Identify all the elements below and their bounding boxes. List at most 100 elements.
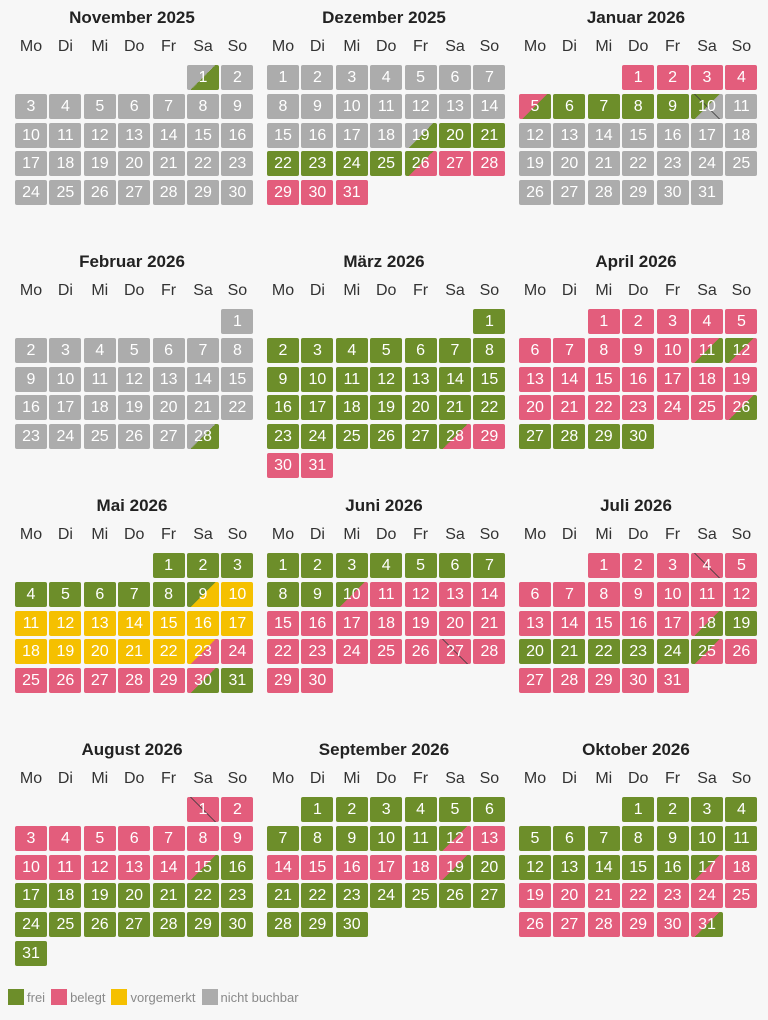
calendar-day[interactable]: 14 [473, 581, 506, 607]
calendar-day[interactable]: 21 [587, 151, 620, 177]
calendar-day[interactable]: 10 [301, 366, 334, 392]
calendar-day[interactable]: 24 [656, 639, 689, 665]
calendar-day[interactable]: 24 [15, 912, 47, 938]
calendar-day[interactable]: 21 [473, 610, 506, 636]
calendar-day[interactable]: 4 [691, 309, 723, 334]
calendar-day[interactable]: 28 [152, 912, 185, 938]
calendar-day[interactable]: 17 [370, 854, 403, 880]
calendar-day[interactable]: 23 [335, 883, 368, 909]
calendar-day[interactable]: 8 [221, 337, 254, 363]
calendar-day[interactable]: 12 [725, 337, 758, 363]
calendar-day[interactable]: 16 [187, 610, 219, 636]
calendar-day[interactable]: 15 [622, 122, 655, 148]
calendar-day[interactable]: 7 [587, 825, 620, 851]
calendar-day[interactable]: 11 [335, 366, 368, 392]
calendar-day[interactable]: 20 [118, 883, 151, 909]
calendar-day[interactable]: 29 [267, 180, 299, 206]
calendar-day[interactable]: 11 [370, 93, 403, 119]
calendar-day[interactable]: 25 [691, 639, 723, 665]
calendar-day[interactable]: 3 [656, 553, 689, 578]
calendar-day[interactable]: 14 [118, 610, 151, 636]
calendar-day[interactable]: 14 [553, 610, 586, 636]
calendar-day[interactable]: 16 [301, 610, 334, 636]
calendar-day[interactable]: 14 [587, 122, 620, 148]
calendar-day[interactable]: 25 [49, 180, 82, 206]
calendar-day[interactable]: 29 [622, 912, 655, 938]
calendar-day[interactable]: 7 [439, 337, 471, 363]
calendar-day[interactable]: 1 [267, 65, 299, 90]
calendar-day[interactable]: 24 [335, 151, 368, 177]
calendar-day[interactable]: 22 [622, 883, 655, 909]
calendar-day[interactable]: 25 [335, 424, 368, 450]
calendar-day[interactable]: 1 [267, 553, 299, 578]
calendar-day[interactable]: 22 [187, 883, 219, 909]
calendar-day[interactable]: 19 [83, 151, 116, 177]
calendar-day[interactable]: 5 [519, 93, 551, 119]
calendar-day[interactable]: 27 [118, 912, 151, 938]
calendar-day[interactable]: 25 [370, 639, 403, 665]
calendar-day[interactable]: 6 [439, 65, 471, 90]
calendar-day[interactable]: 30 [301, 180, 334, 206]
calendar-day[interactable]: 24 [370, 883, 403, 909]
calendar-day[interactable]: 31 [656, 668, 689, 694]
calendar-day[interactable]: 10 [15, 854, 47, 880]
calendar-day[interactable]: 8 [587, 337, 620, 363]
calendar-day[interactable]: 21 [187, 395, 219, 421]
calendar-day[interactable]: 16 [622, 610, 655, 636]
calendar-day[interactable]: 13 [553, 122, 586, 148]
calendar-day[interactable]: 23 [187, 639, 219, 665]
calendar-day[interactable]: 1 [587, 553, 620, 578]
calendar-day[interactable]: 23 [15, 424, 47, 450]
calendar-day[interactable]: 23 [656, 151, 689, 177]
calendar-day[interactable]: 26 [725, 395, 758, 421]
calendar-day[interactable]: 4 [725, 65, 758, 90]
calendar-day[interactable]: 25 [725, 151, 758, 177]
calendar-day[interactable]: 30 [221, 912, 254, 938]
calendar-day[interactable]: 29 [587, 424, 620, 450]
calendar-day[interactable]: 16 [622, 366, 655, 392]
calendar-day[interactable]: 27 [118, 180, 151, 206]
calendar-day[interactable]: 17 [335, 122, 368, 148]
calendar-day[interactable]: 2 [656, 797, 689, 822]
calendar-day[interactable]: 13 [439, 581, 471, 607]
calendar-day[interactable]: 30 [187, 668, 219, 694]
calendar-day[interactable]: 15 [622, 854, 655, 880]
calendar-day[interactable]: 23 [267, 424, 299, 450]
calendar-day[interactable]: 3 [335, 65, 368, 90]
calendar-day[interactable]: 23 [656, 883, 689, 909]
calendar-day[interactable]: 9 [335, 825, 368, 851]
calendar-day[interactable]: 8 [473, 337, 506, 363]
calendar-day[interactable]: 6 [118, 825, 151, 851]
calendar-day[interactable]: 6 [473, 797, 506, 822]
calendar-day[interactable]: 16 [15, 395, 47, 421]
calendar-day[interactable]: 15 [473, 366, 506, 392]
calendar-day[interactable]: 30 [622, 668, 655, 694]
calendar-day[interactable]: 29 [187, 180, 219, 206]
calendar-day[interactable]: 27 [519, 424, 551, 450]
calendar-day[interactable]: 31 [335, 180, 368, 206]
calendar-day[interactable]: 10 [656, 581, 689, 607]
calendar-day[interactable]: 24 [335, 639, 368, 665]
calendar-day[interactable]: 21 [553, 395, 586, 421]
calendar-day[interactable]: 10 [15, 122, 47, 148]
calendar-day[interactable]: 21 [267, 883, 299, 909]
calendar-day[interactable]: 18 [15, 639, 47, 665]
calendar-day[interactable]: 19 [370, 395, 403, 421]
calendar-day[interactable]: 27 [404, 424, 437, 450]
calendar-day[interactable]: 8 [267, 93, 299, 119]
calendar-day[interactable]: 2 [301, 553, 334, 578]
calendar-day[interactable]: 13 [83, 610, 116, 636]
calendar-day[interactable]: 2 [335, 797, 368, 822]
calendar-day[interactable]: 3 [335, 553, 368, 578]
calendar-day[interactable]: 19 [404, 122, 437, 148]
calendar-day[interactable]: 14 [267, 854, 299, 880]
calendar-day[interactable]: 19 [519, 151, 551, 177]
calendar-day[interactable]: 24 [15, 180, 47, 206]
calendar-day[interactable]: 17 [15, 151, 47, 177]
calendar-day[interactable]: 28 [439, 424, 471, 450]
calendar-day[interactable]: 5 [725, 553, 758, 578]
calendar-day[interactable]: 17 [49, 395, 82, 421]
calendar-day[interactable]: 20 [439, 122, 471, 148]
calendar-day[interactable]: 27 [553, 180, 586, 206]
calendar-day[interactable]: 18 [725, 854, 758, 880]
